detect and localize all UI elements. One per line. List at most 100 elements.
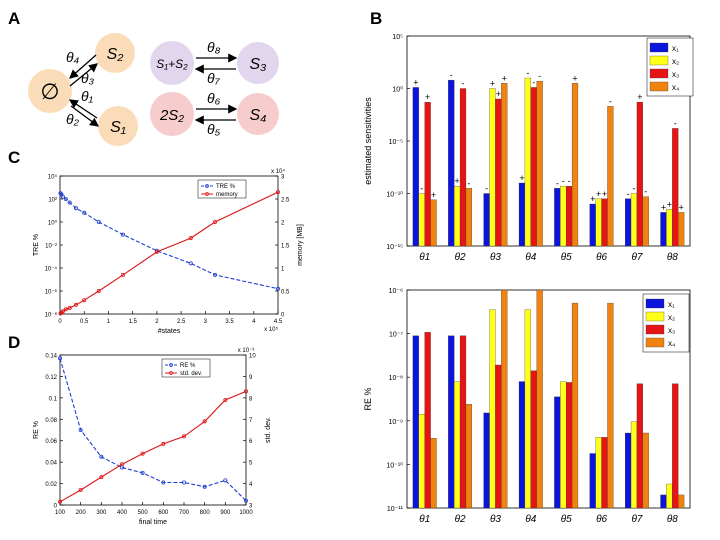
- data-point: [140, 470, 145, 475]
- x-tick-label: 1.5: [128, 319, 137, 325]
- bar-sign: -: [532, 77, 535, 87]
- legend-swatch: [645, 311, 665, 322]
- y-tick-label: 10⁵: [392, 34, 403, 41]
- bar-x2: [560, 185, 567, 247]
- bar-x1: [448, 79, 455, 247]
- bar-sign: +: [502, 73, 507, 83]
- y-tick-label: 10⁻¹⁵: [386, 244, 403, 251]
- category-label: θ7: [631, 252, 642, 263]
- bar-x1: [518, 182, 526, 247]
- bar-x3: [566, 382, 573, 509]
- category-label: θ6: [596, 514, 607, 525]
- y-axis-label: estimated sensitivities: [363, 97, 373, 185]
- param-theta4: θ₄: [66, 49, 80, 65]
- bar-sign: -: [420, 184, 423, 194]
- left-tick-label: 10²: [48, 198, 57, 204]
- right-exponent: x 10⁴: [271, 168, 285, 175]
- data-point: [161, 441, 166, 446]
- bar-x4: [536, 289, 543, 509]
- legend-label: std. dev.: [180, 371, 203, 377]
- bar-sign: -: [644, 187, 647, 197]
- left-tick-label: 0.1: [49, 396, 58, 402]
- data-point: [120, 462, 125, 467]
- right-tick-label: 0.5: [281, 290, 290, 296]
- right-tick-label: 2.5: [281, 198, 290, 204]
- bar-x1: [660, 212, 667, 247]
- node-s4: [237, 93, 279, 135]
- left-tick-label: 0.02: [45, 482, 57, 488]
- bar-x3: [672, 383, 679, 509]
- bar-sign: +: [596, 189, 601, 199]
- series-line-re: [59, 358, 247, 502]
- reaction-diagram: ∅ S₂ S₁ S₁+S₂ S₃ 2S₂ S₄ θ₄ θ₃ θ₁ θ₂ θ₈ θ…: [28, 33, 279, 146]
- data-point: [96, 288, 101, 293]
- bar-x1: [624, 432, 632, 509]
- category-label: θ8: [667, 252, 678, 263]
- right-tick-label: 8: [249, 396, 253, 402]
- category-label: θ7: [631, 514, 642, 525]
- right-tick-label: 9: [249, 375, 253, 381]
- data-point: [99, 454, 104, 459]
- data-point: [58, 311, 63, 316]
- series-line-memory: [60, 191, 279, 314]
- arrow-s1-to-empty: [68, 99, 98, 119]
- right-tick-label: 10: [249, 354, 256, 360]
- legend-label: x₂: [672, 57, 679, 66]
- data-point: [243, 498, 248, 503]
- x-tick-label: 600: [158, 510, 169, 516]
- legend-marker: [169, 371, 173, 375]
- bar-sign: -: [467, 178, 470, 188]
- bar-x4: [678, 212, 685, 247]
- category-label: θ1: [419, 514, 430, 525]
- bar-x2: [524, 77, 531, 247]
- legend-label: x₁: [672, 44, 679, 53]
- bar-x2: [560, 381, 567, 509]
- legend-label: x₃: [672, 70, 679, 79]
- bar-sign: +: [590, 194, 595, 204]
- bar-x1: [554, 396, 561, 509]
- x-tick-label: 0.5: [80, 319, 89, 325]
- data-point: [202, 484, 207, 489]
- category-label: θ6: [596, 252, 607, 263]
- bar-x2: [454, 185, 461, 247]
- x-tick-label: 4: [252, 319, 256, 325]
- node-empty-label: ∅: [40, 79, 59, 104]
- data-point: [96, 219, 101, 224]
- bar-x4: [607, 106, 614, 247]
- node-2s2: [150, 92, 194, 136]
- y-tick-label: 10⁻⁵: [389, 139, 403, 146]
- param-theta2: θ₂: [66, 111, 80, 127]
- legend-label: RE %: [180, 363, 196, 369]
- x-tick-label: 900: [220, 510, 231, 516]
- category-label: θ2: [455, 514, 466, 525]
- param-theta5: θ₅: [207, 121, 221, 137]
- category-label: θ3: [490, 514, 501, 525]
- x-tick-label: 200: [76, 510, 87, 516]
- data-point: [213, 219, 218, 224]
- panel-label-b: B: [370, 9, 382, 28]
- bar-x3: [424, 332, 431, 509]
- left-axis-label: TRE %: [33, 234, 40, 256]
- data-point: [223, 397, 228, 402]
- left-tick-label: 10⁻⁴: [45, 266, 58, 273]
- left-tick-label: 10⁻⁶: [45, 289, 58, 296]
- data-point: [223, 478, 228, 483]
- data-point: [82, 298, 87, 303]
- legend-label: x₄: [672, 83, 679, 92]
- bar-x4: [430, 438, 437, 509]
- bar-x3: [601, 437, 608, 509]
- bar-sign: -: [674, 118, 677, 128]
- bar-x1: [483, 193, 490, 247]
- bar-x1: [554, 188, 561, 247]
- bar-x2: [595, 437, 602, 509]
- data-point: [202, 419, 207, 424]
- chart-b-top-sensitivities: 10⁻¹⁵ 10⁻¹⁰ 10⁻⁵ 10⁰ 10⁵ estimated sensitivit…: [363, 34, 694, 263]
- bar-x3: [566, 185, 573, 247]
- chart-b-bottom-re: 10⁻¹¹ 10⁻¹⁰ 10⁻⁹ 10⁻⁸ 10⁻⁷ 10⁻⁶ RE % θ1 θ2 θ3 θ4 θ5…: [363, 288, 691, 525]
- left-tick-label: 0: [54, 504, 58, 510]
- panel-label-d: D: [8, 333, 20, 352]
- left-tick-label: 10⁰: [48, 220, 58, 227]
- x-tick-label: 4.5: [274, 319, 283, 325]
- data-point: [60, 309, 65, 314]
- param-theta7: θ₇: [207, 70, 221, 86]
